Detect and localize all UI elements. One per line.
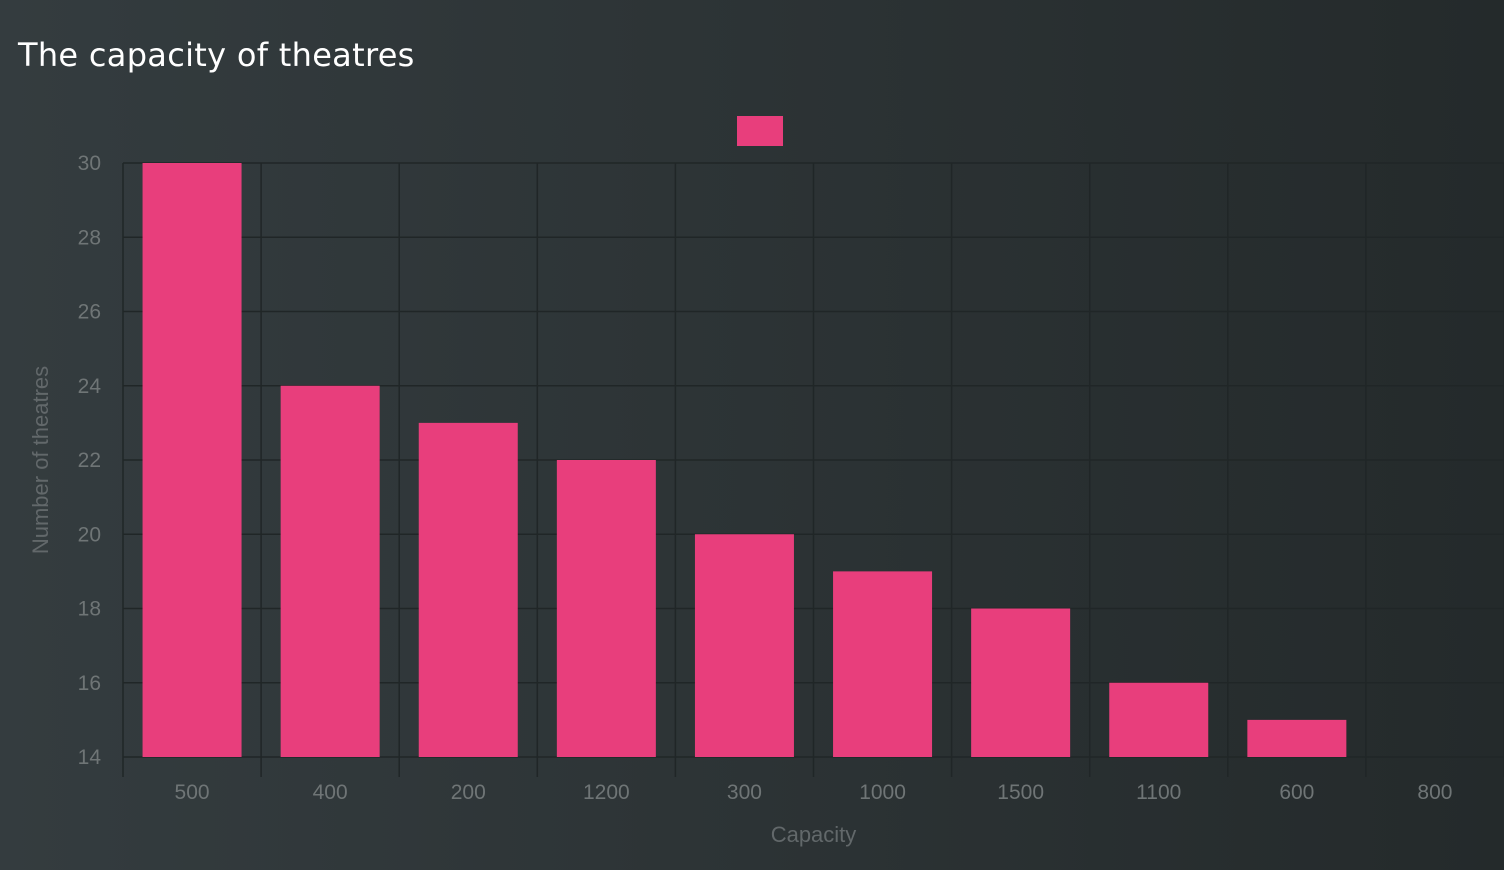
y-tick-label: 22 — [78, 449, 101, 472]
y-tick-label: 18 — [78, 598, 101, 621]
bar-500[interactable] — [142, 163, 242, 757]
legend-swatch[interactable] — [737, 116, 783, 146]
chart-title: The capacity of theatres — [18, 36, 415, 74]
y-tick-label: 26 — [78, 301, 101, 324]
bar-1000[interactable] — [833, 571, 933, 757]
x-tick-label: 200 — [451, 781, 486, 804]
bar-1500[interactable] — [971, 608, 1071, 758]
y-tick-label: 14 — [78, 746, 102, 769]
y-tick-label: 16 — [78, 672, 101, 695]
x-tick-label: 600 — [1279, 781, 1314, 804]
bars — [142, 163, 1347, 758]
bar-200[interactable] — [418, 422, 518, 757]
y-tick-label: 24 — [78, 375, 102, 398]
y-axis-title: Number of theatres — [28, 366, 53, 554]
x-tick-label: 500 — [175, 781, 210, 804]
bar-1200[interactable] — [556, 460, 656, 757]
x-tick-label: 300 — [727, 781, 762, 804]
x-tick-label: 800 — [1417, 781, 1452, 804]
bar-300[interactable] — [694, 534, 794, 757]
x-axis-ticks: 500 400 200 1200 300 1000 1500 1100 600 800 — [175, 781, 1453, 804]
x-axis-title: Capacity — [771, 822, 857, 847]
bar-1100[interactable] — [1109, 682, 1209, 757]
bar-400[interactable] — [280, 385, 380, 757]
y-tick-label: 20 — [78, 523, 101, 546]
x-tick-label: 1000 — [859, 781, 906, 804]
x-tick-label: 1100 — [1136, 781, 1181, 804]
y-tick-label: 30 — [78, 152, 101, 175]
x-tick-label: 1200 — [583, 781, 630, 804]
bar-600[interactable] — [1247, 719, 1347, 757]
x-tick-label: 1500 — [997, 781, 1044, 804]
x-tick-label: 400 — [313, 781, 348, 804]
y-tick-label: 28 — [78, 226, 101, 249]
legend — [737, 116, 783, 146]
y-axis-ticks: 14 16 18 20 22 24 26 28 30 — [78, 152, 102, 769]
